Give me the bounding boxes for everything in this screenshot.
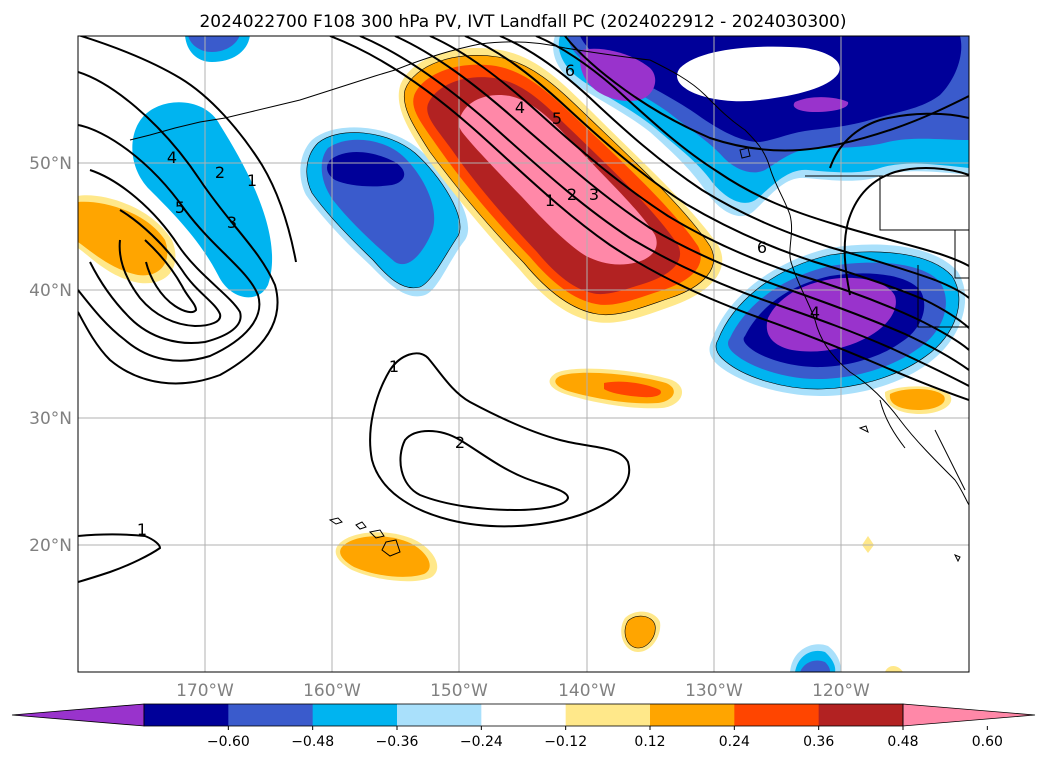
lat-label-40n: 40°N (29, 281, 72, 301)
colorbar-segment (650, 704, 735, 726)
negative-anomaly-alaska (553, 36, 969, 217)
small-anomaly-blobs (621, 536, 903, 672)
contour-label: 1 (247, 171, 257, 190)
negative-anomaly-west-lobe (132, 36, 273, 298)
contour-label: 5 (552, 109, 562, 128)
colorbar-segment (228, 704, 314, 726)
colorbar-segment (818, 704, 904, 726)
colorbar-tick-label: −0.12 (544, 734, 587, 750)
colorbar-segment (481, 704, 567, 726)
colorbar-segment (144, 704, 229, 726)
map-frame (77, 35, 970, 673)
chart-title: 2024022700 F108 300 hPa PV, IVT Landfall… (199, 12, 846, 32)
lon-label-130w: 130°W (685, 681, 743, 701)
lat-label-20n: 20°N (29, 536, 72, 556)
positive-anomaly-hawaii (335, 532, 438, 582)
lat-label-50n: 50°N (29, 154, 72, 174)
colorbar-tick-label: −0.24 (460, 734, 503, 750)
contour-label: 1 (389, 357, 399, 376)
colorbar-tick-label: 0.36 (803, 734, 834, 750)
longitude-labels: 170°W 160°W 150°W 140°W 130°W 120°W (176, 681, 870, 701)
colorbar: −0.60 −0.48 −0.36 −0.24 −0.12 0.12 0.24 0.36 0.4… (11, 703, 1036, 750)
colorbar-tick-label: −0.60 (207, 734, 250, 750)
lon-label-120w: 120°W (812, 681, 870, 701)
anomaly-outlines (306, 54, 960, 649)
lon-label-150w: 150°W (430, 681, 488, 701)
colorbar-segment (397, 704, 482, 726)
contour-label: 5 (175, 198, 185, 217)
lon-label-170w: 170°W (176, 681, 234, 701)
colorbar-segment (565, 704, 651, 726)
colorbar-tick-label: 0.60 (972, 734, 1003, 750)
lon-label-160w: 160°W (303, 681, 361, 701)
colorbar-segment (312, 704, 398, 726)
lat-label-30n: 30°N (29, 409, 72, 429)
colorbar-extend-low (11, 703, 145, 727)
positive-anomaly-subtropical (549, 368, 683, 409)
gridlines (78, 36, 969, 672)
colorbar-tick-label: −0.36 (376, 734, 419, 750)
contour-label: 1 (137, 520, 147, 539)
contour-label: 1 (545, 191, 555, 210)
contour-label: 6 (565, 61, 575, 80)
colorbar-tick-label: 0.12 (634, 734, 665, 750)
colorbar-tick-label: 0.24 (719, 734, 750, 750)
contour-label: 2 (215, 163, 225, 182)
colorbar-tick-label: 0.48 (887, 734, 918, 750)
contour-label: 4 (810, 303, 820, 322)
contour-label: 2 (567, 185, 577, 204)
latitude-labels: 50°N 40°N 30°N 20°N (29, 154, 72, 556)
contour-label: 4 (167, 148, 177, 167)
negative-anomaly-central (300, 127, 469, 297)
contour-label: 4 (515, 98, 525, 117)
colorbar-segment (734, 704, 820, 726)
contour-label: 6 (757, 238, 767, 257)
pv-contours (78, 36, 969, 583)
contour-label: 2 (455, 433, 465, 452)
colorbar-extend-high (902, 703, 1036, 727)
lon-label-140w: 140°W (558, 681, 616, 701)
colorbar-frame (143, 703, 904, 727)
contour-label: 3 (227, 213, 237, 232)
positive-anomaly-baja (884, 386, 952, 414)
colorbar-tick-label: −0.48 (291, 734, 334, 750)
contour-label: 3 (589, 185, 599, 204)
positive-anomaly-west (78, 195, 176, 284)
